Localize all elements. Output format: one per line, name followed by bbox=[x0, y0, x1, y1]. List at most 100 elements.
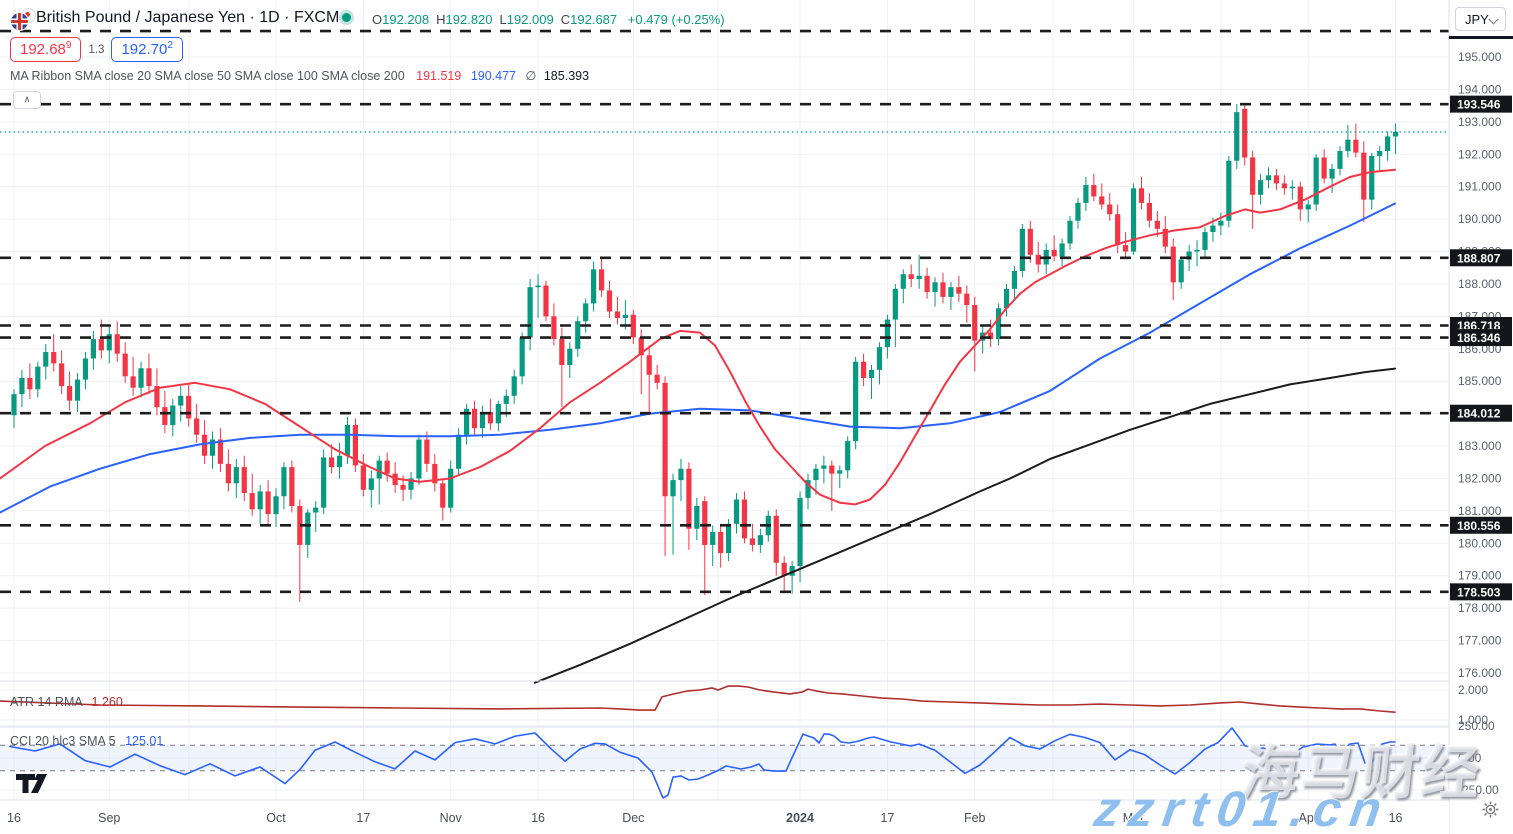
candle bbox=[336, 455, 343, 468]
price-axis[interactable]: 176.000 177.000 178.000 179.000 180.000 181.0… bbox=[1448, 0, 1513, 834]
candle bbox=[972, 305, 978, 341]
candle bbox=[1313, 157, 1319, 205]
candle bbox=[1361, 152, 1367, 200]
svg-text:178.503: 178.503 bbox=[1457, 585, 1501, 599]
candle bbox=[360, 465, 366, 490]
candle bbox=[1257, 180, 1264, 195]
candle bbox=[932, 282, 938, 293]
price-axis-label: 190.000 bbox=[1458, 212, 1502, 226]
time-axis-label: Oct bbox=[266, 811, 286, 825]
candle bbox=[614, 311, 621, 318]
price-axis-label: 185.000 bbox=[1458, 374, 1502, 388]
candle bbox=[535, 285, 541, 288]
symbol-title[interactable]: British Pound / Japanese Yen · 1D · FXCM bbox=[36, 9, 340, 26]
candle bbox=[773, 515, 779, 563]
candle bbox=[1289, 186, 1295, 189]
candle bbox=[1297, 186, 1303, 210]
candle bbox=[1091, 185, 1097, 197]
ma-ribbon-legend[interactable]: MA Ribbon SMA close 20 SMA close 50 SMA … bbox=[10, 68, 589, 83]
ohlc-letter: H bbox=[436, 12, 446, 27]
candle bbox=[559, 339, 565, 365]
candle bbox=[344, 424, 351, 456]
sell-button[interactable]: 192.689 bbox=[10, 37, 82, 62]
candle bbox=[249, 493, 255, 510]
candle bbox=[432, 463, 438, 484]
candle bbox=[122, 353, 128, 377]
candle bbox=[162, 407, 168, 425]
currency-selector[interactable]: JPY bbox=[1455, 7, 1506, 31]
atr-line bbox=[0, 685, 1396, 713]
candle bbox=[146, 368, 152, 387]
candle bbox=[1281, 183, 1287, 189]
grid bbox=[0, 0, 1449, 800]
candle bbox=[463, 408, 470, 435]
settings-gear-icon[interactable] bbox=[1482, 801, 1499, 818]
time-axis-label: Mar bbox=[1123, 811, 1145, 825]
candle bbox=[265, 491, 271, 515]
market-status-dot-icon[interactable] bbox=[342, 13, 351, 22]
atr-value: 1.260 bbox=[91, 695, 123, 709]
cci-axis-label: 250.00 bbox=[1458, 719, 1495, 733]
candle bbox=[154, 386, 160, 408]
candle bbox=[591, 269, 597, 304]
candle bbox=[313, 507, 319, 513]
candles-series[interactable] bbox=[11, 103, 1399, 602]
atr-axis-label: 1.000 bbox=[1458, 713, 1488, 727]
axis-header-bar bbox=[1449, 36, 1513, 39]
candle bbox=[845, 441, 851, 471]
currency-label: JPY bbox=[1465, 12, 1489, 27]
candle bbox=[178, 395, 184, 406]
candle bbox=[27, 377, 33, 390]
candle bbox=[170, 405, 176, 425]
horizontal-level-lines[interactable] bbox=[0, 29, 1449, 594]
ma-ribbon-lines bbox=[0, 168, 1396, 684]
price-axis-label: 181.000 bbox=[1458, 504, 1502, 518]
svg-text:180.556: 180.556 bbox=[1457, 519, 1501, 533]
candle bbox=[241, 467, 247, 494]
candle bbox=[797, 497, 803, 566]
candle bbox=[1146, 202, 1153, 221]
svg-text:184.012: 184.012 bbox=[1457, 407, 1501, 421]
candle bbox=[789, 565, 795, 576]
atr-pane bbox=[0, 685, 1396, 713]
candle bbox=[1345, 139, 1351, 152]
candle bbox=[876, 347, 883, 370]
candle bbox=[1067, 220, 1073, 244]
candle bbox=[733, 499, 740, 524]
candle bbox=[630, 314, 636, 338]
tradingview-logo[interactable] bbox=[16, 774, 50, 794]
candle bbox=[1377, 151, 1383, 156]
candle bbox=[1154, 220, 1160, 229]
candle bbox=[900, 274, 906, 289]
candle bbox=[448, 468, 454, 508]
ohlc-letter: O bbox=[372, 12, 383, 27]
candle bbox=[662, 382, 668, 497]
pane-collapse-button[interactable]: ∧ bbox=[13, 91, 41, 109]
candle bbox=[1265, 175, 1272, 181]
candle bbox=[424, 439, 430, 464]
candle bbox=[1123, 245, 1129, 252]
time-axis[interactable]: 16 Sep Oct 17 Nov 16 Dec 2024 17 Feb Mar Apr 16 bbox=[0, 801, 1449, 834]
level-price-label bbox=[1450, 329, 1512, 347]
level-price-label bbox=[1450, 404, 1512, 422]
atr-legend[interactable]: ATR 14 RMA 1.260 bbox=[10, 695, 123, 709]
ohlc-letter: C bbox=[560, 12, 571, 27]
candle bbox=[694, 506, 700, 529]
candle bbox=[1392, 131, 1399, 137]
sma20-value: 191.519 bbox=[416, 69, 462, 83]
ma-ribbon-label: MA Ribbon SMA close 20 SMA close 50 SMA … bbox=[10, 69, 405, 83]
price-axis-label: 191.000 bbox=[1458, 180, 1502, 194]
cci-legend[interactable]: CCI 20 hlc3 SMA 5 125.01 bbox=[10, 734, 163, 748]
level-price-label bbox=[1450, 249, 1512, 267]
candle bbox=[543, 285, 549, 317]
candle bbox=[1051, 249, 1057, 257]
candle bbox=[66, 386, 73, 401]
candle bbox=[1202, 232, 1208, 250]
ohlc-legend: O192.208 H192.820 L192.009 C192.687 +0.479 … bbox=[372, 12, 725, 27]
buy-button[interactable]: 192.702 bbox=[111, 37, 183, 62]
candle bbox=[654, 374, 660, 383]
candle bbox=[956, 287, 962, 294]
candle bbox=[1186, 251, 1192, 260]
